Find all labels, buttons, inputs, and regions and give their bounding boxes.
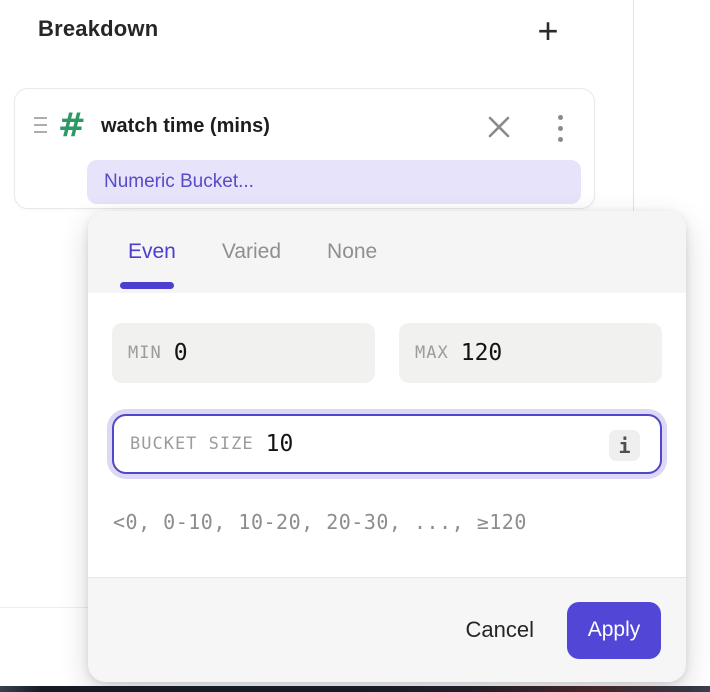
tab-even[interactable]: Even [128,240,176,263]
more-options-button[interactable] [543,109,577,147]
breakdown-card: # watch time (mins) Numeric Bucket... [14,88,595,209]
popup-footer: Cancel Apply [88,577,686,682]
tab-none[interactable]: None [327,240,378,263]
background-divider [0,607,88,608]
numeric-type-icon: # [58,105,86,144]
max-input[interactable]: MAX 120 [399,323,662,383]
bucket-size-input[interactable]: BUCKET SIZE 10 i [112,414,662,474]
bottom-chart-strip [0,686,710,692]
max-label: MAX [415,343,449,363]
kebab-icon [557,114,563,120]
active-tab-indicator [120,282,174,289]
min-value: 0 [173,340,188,366]
cancel-button[interactable]: Cancel [465,617,534,642]
apply-button[interactable]: Apply [567,601,661,659]
bucket-mode-tabs: Even Varied None [88,211,686,293]
numeric-bucket-popup: Even Varied None MIN 0 MAX 120 BUCKET SI… [88,211,686,682]
breakdown-property-name: watch time (mins) [101,115,270,137]
min-max-row: MIN 0 MAX 120 [112,323,662,383]
bucket-preview-text: <0, 0-10, 10-20, 20-30, ..., ≥120 [113,510,527,534]
page-title: Breakdown [38,16,159,41]
remove-breakdown-button[interactable] [483,111,515,143]
bucket-size-label: BUCKET SIZE [130,434,254,454]
add-breakdown-button[interactable]: + [537,10,559,51]
tab-varied[interactable]: Varied [221,240,282,263]
close-icon [488,116,510,138]
bucket-size-value: 10 [265,431,294,457]
drag-handle-icon[interactable] [34,117,48,138]
min-input[interactable]: MIN 0 [112,323,375,383]
max-value: 120 [460,340,503,366]
panel-divider [633,0,634,211]
info-icon[interactable]: i [609,430,640,461]
numeric-bucket-selector[interactable]: Numeric Bucket... [87,160,581,204]
min-label: MIN [128,343,162,363]
